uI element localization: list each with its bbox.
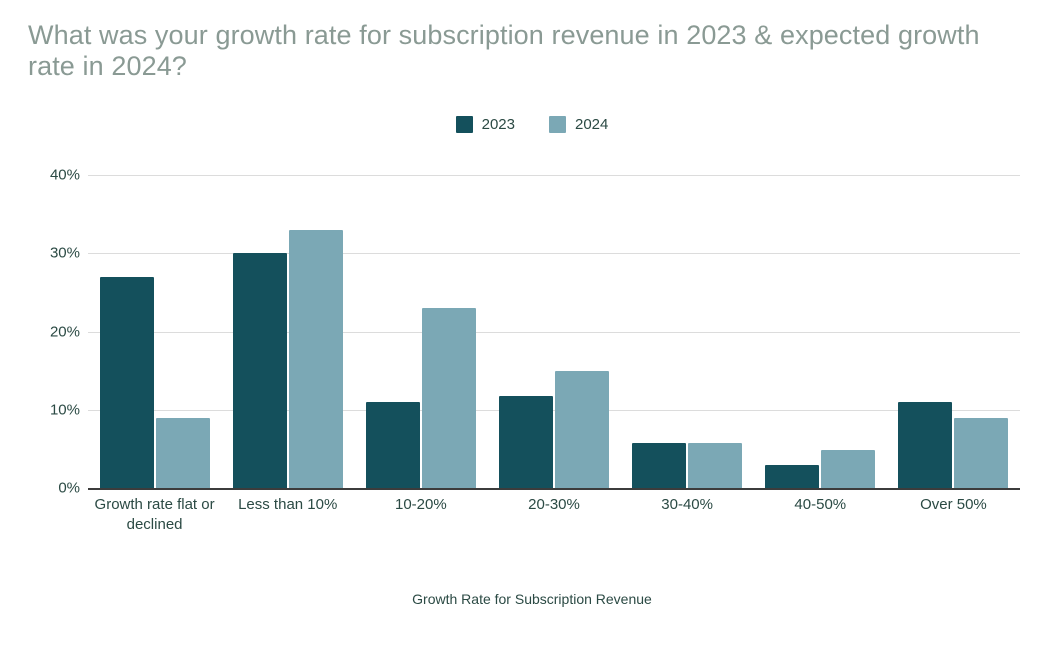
legend-label-2024: 2024 bbox=[575, 116, 609, 133]
legend-item-2024[interactable]: 2024 bbox=[549, 116, 608, 133]
y-axis: 40% 30% 20% 10% 0% bbox=[0, 167, 80, 497]
bar-group bbox=[887, 175, 1020, 488]
chart-legend: 2023 2024 bbox=[0, 116, 1064, 133]
axis-baseline bbox=[88, 488, 1020, 490]
bar-2024[interactable] bbox=[421, 308, 476, 488]
bars-layer bbox=[88, 175, 1020, 488]
x-axis-tick-label: Over 50% bbox=[920, 496, 987, 513]
bar-2024[interactable] bbox=[288, 229, 343, 488]
chart-title: What was your growth rate for subscripti… bbox=[28, 20, 980, 81]
bar-2023[interactable] bbox=[498, 395, 553, 488]
bar-2024[interactable] bbox=[554, 370, 609, 488]
x-axis-tick-label: Growth rate flat or declined bbox=[94, 496, 215, 533]
x-axis-tick-label: 10-20% bbox=[395, 496, 447, 513]
gridline bbox=[88, 175, 1020, 176]
y-axis-tick-label: 10% bbox=[49, 401, 80, 419]
bar-2023[interactable] bbox=[232, 253, 287, 488]
gridline bbox=[88, 409, 1020, 411]
y-axis-tick-label: 30% bbox=[49, 244, 80, 262]
bar-2023[interactable] bbox=[365, 401, 420, 488]
bar-group bbox=[354, 175, 487, 488]
bar-2023[interactable] bbox=[765, 465, 820, 488]
legend-label-2023: 2023 bbox=[481, 116, 515, 133]
y-axis-tick-label: 40% bbox=[49, 166, 80, 184]
bar-group bbox=[621, 175, 754, 488]
bar-2024[interactable] bbox=[954, 417, 1009, 488]
bar-2024[interactable] bbox=[688, 442, 743, 488]
legend-swatch-icon-2023 bbox=[455, 116, 473, 133]
bar-2023[interactable] bbox=[898, 401, 953, 488]
bar-group bbox=[487, 175, 620, 488]
bar-group bbox=[221, 175, 354, 488]
legend-item-2023[interactable]: 2023 bbox=[455, 116, 515, 133]
gridline bbox=[88, 253, 1020, 255]
bar-2023[interactable] bbox=[632, 442, 687, 488]
x-axis-tick-label: Less than 10% bbox=[238, 496, 338, 513]
bar-2023[interactable] bbox=[99, 276, 154, 488]
bar-2024[interactable] bbox=[821, 450, 876, 488]
gridline bbox=[88, 331, 1020, 333]
x-axis-title: Growth Rate for Subscription Revenue bbox=[412, 591, 652, 607]
x-axis-tick-label: 30-40% bbox=[661, 496, 713, 513]
x-axis-tick-label: 20-30% bbox=[528, 496, 580, 513]
bar-group bbox=[88, 175, 221, 488]
x-axis-labels: Growth rate flat or declined Less than 10… bbox=[88, 495, 1020, 535]
bar-group bbox=[754, 175, 887, 488]
y-axis-tick-label: 20% bbox=[49, 323, 80, 340]
y-axis-tick-label: 0% bbox=[58, 479, 80, 497]
legend-swatch-icon-2024 bbox=[549, 116, 566, 133]
plot-area bbox=[88, 175, 1020, 490]
x-axis-tick-label: 40-50% bbox=[794, 496, 847, 513]
bar-2024[interactable] bbox=[155, 417, 210, 488]
